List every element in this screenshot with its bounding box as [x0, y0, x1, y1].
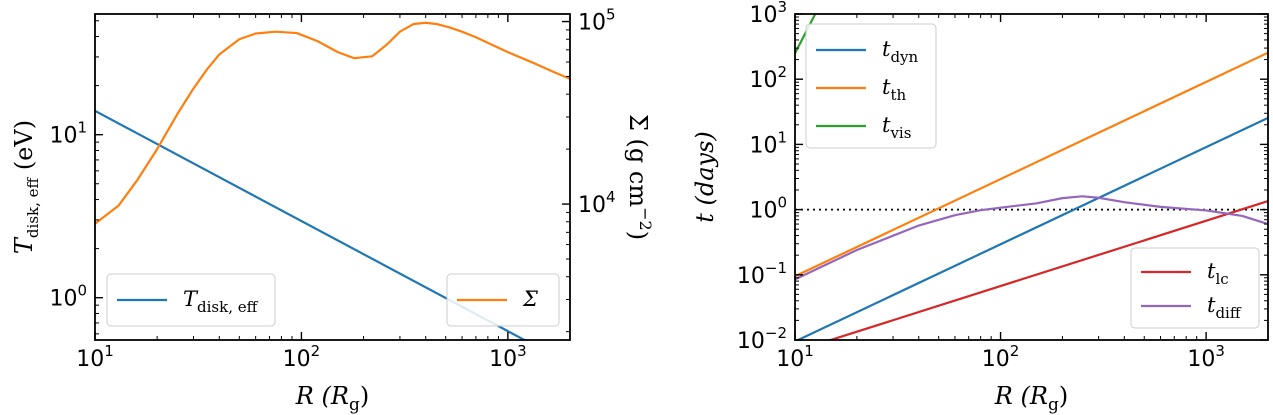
legend-label-dyn: tdyn	[882, 37, 919, 66]
y-tick-label: 10−1	[737, 259, 787, 289]
legend-label-th: tth	[882, 75, 906, 104]
y-tick-label: 10−2	[737, 324, 787, 354]
series-line-diff	[795, 195, 1268, 281]
y-tick-label: 102	[749, 63, 787, 93]
series-line-th	[795, 51, 1268, 278]
legend-frame	[106, 273, 276, 327]
y-tick-label: 101	[749, 128, 787, 158]
y-axis-label: t (days)	[691, 131, 719, 223]
right-y-label-group: t (days)	[691, 131, 719, 223]
legend-label-sigma: Σ	[522, 287, 538, 311]
x-tick-label: 103	[1187, 342, 1225, 372]
right-y-axis-label: Σ (g cm−2)	[624, 114, 655, 240]
left-y-axis-label: Tdisk, eff (eV)	[10, 120, 42, 254]
x-tick-label: 103	[489, 342, 527, 372]
right-chart: 101 102 103 10−2 10−1 100 101 102 103 R (Rg) t (da…	[691, 0, 1269, 415]
y-tick-label-left: 101	[49, 119, 87, 149]
x-axis-label: R (Rg)	[295, 382, 369, 415]
legend-frame	[805, 23, 937, 149]
x-tick-label: 101	[776, 342, 814, 372]
right-plot-frame	[794, 13, 1269, 341]
legend-label-vis: tvis	[882, 113, 911, 142]
legend-frame	[1130, 247, 1260, 329]
y-tick-label: 100	[749, 194, 787, 224]
right-y-label-group: Σ (g cm−2)	[624, 114, 655, 240]
series-line-dyn	[795, 116, 1268, 340]
legend-label-diff: tdiff	[1207, 293, 1242, 322]
series-line-lc	[827, 200, 1268, 340]
left-y-label-group: Tdisk, eff (eV)	[10, 120, 42, 254]
left-plot-frame	[94, 13, 571, 341]
x-tick-label: 102	[982, 342, 1020, 372]
x-axis-label: R (Rg)	[994, 382, 1068, 415]
series-line-vis	[795, 14, 816, 54]
x-tick-label: 102	[283, 342, 321, 372]
y-tick-label-right: 104	[578, 188, 616, 218]
left-chart: 101 102 103 100 101 104 105 R (Rg) Tdisk, eff (e…	[10, 6, 655, 415]
x-tick-label: 101	[76, 342, 114, 372]
series-line-1	[95, 21, 570, 225]
legend-label-lc: tlc	[1207, 259, 1229, 288]
y-tick-label-right: 105	[578, 6, 616, 36]
legend-label-t-disk: Tdisk, eff	[183, 287, 259, 316]
right-series-group	[795, 14, 1268, 340]
y-tick-label: 103	[749, 0, 787, 28]
y-tick-label-left: 100	[49, 282, 87, 312]
